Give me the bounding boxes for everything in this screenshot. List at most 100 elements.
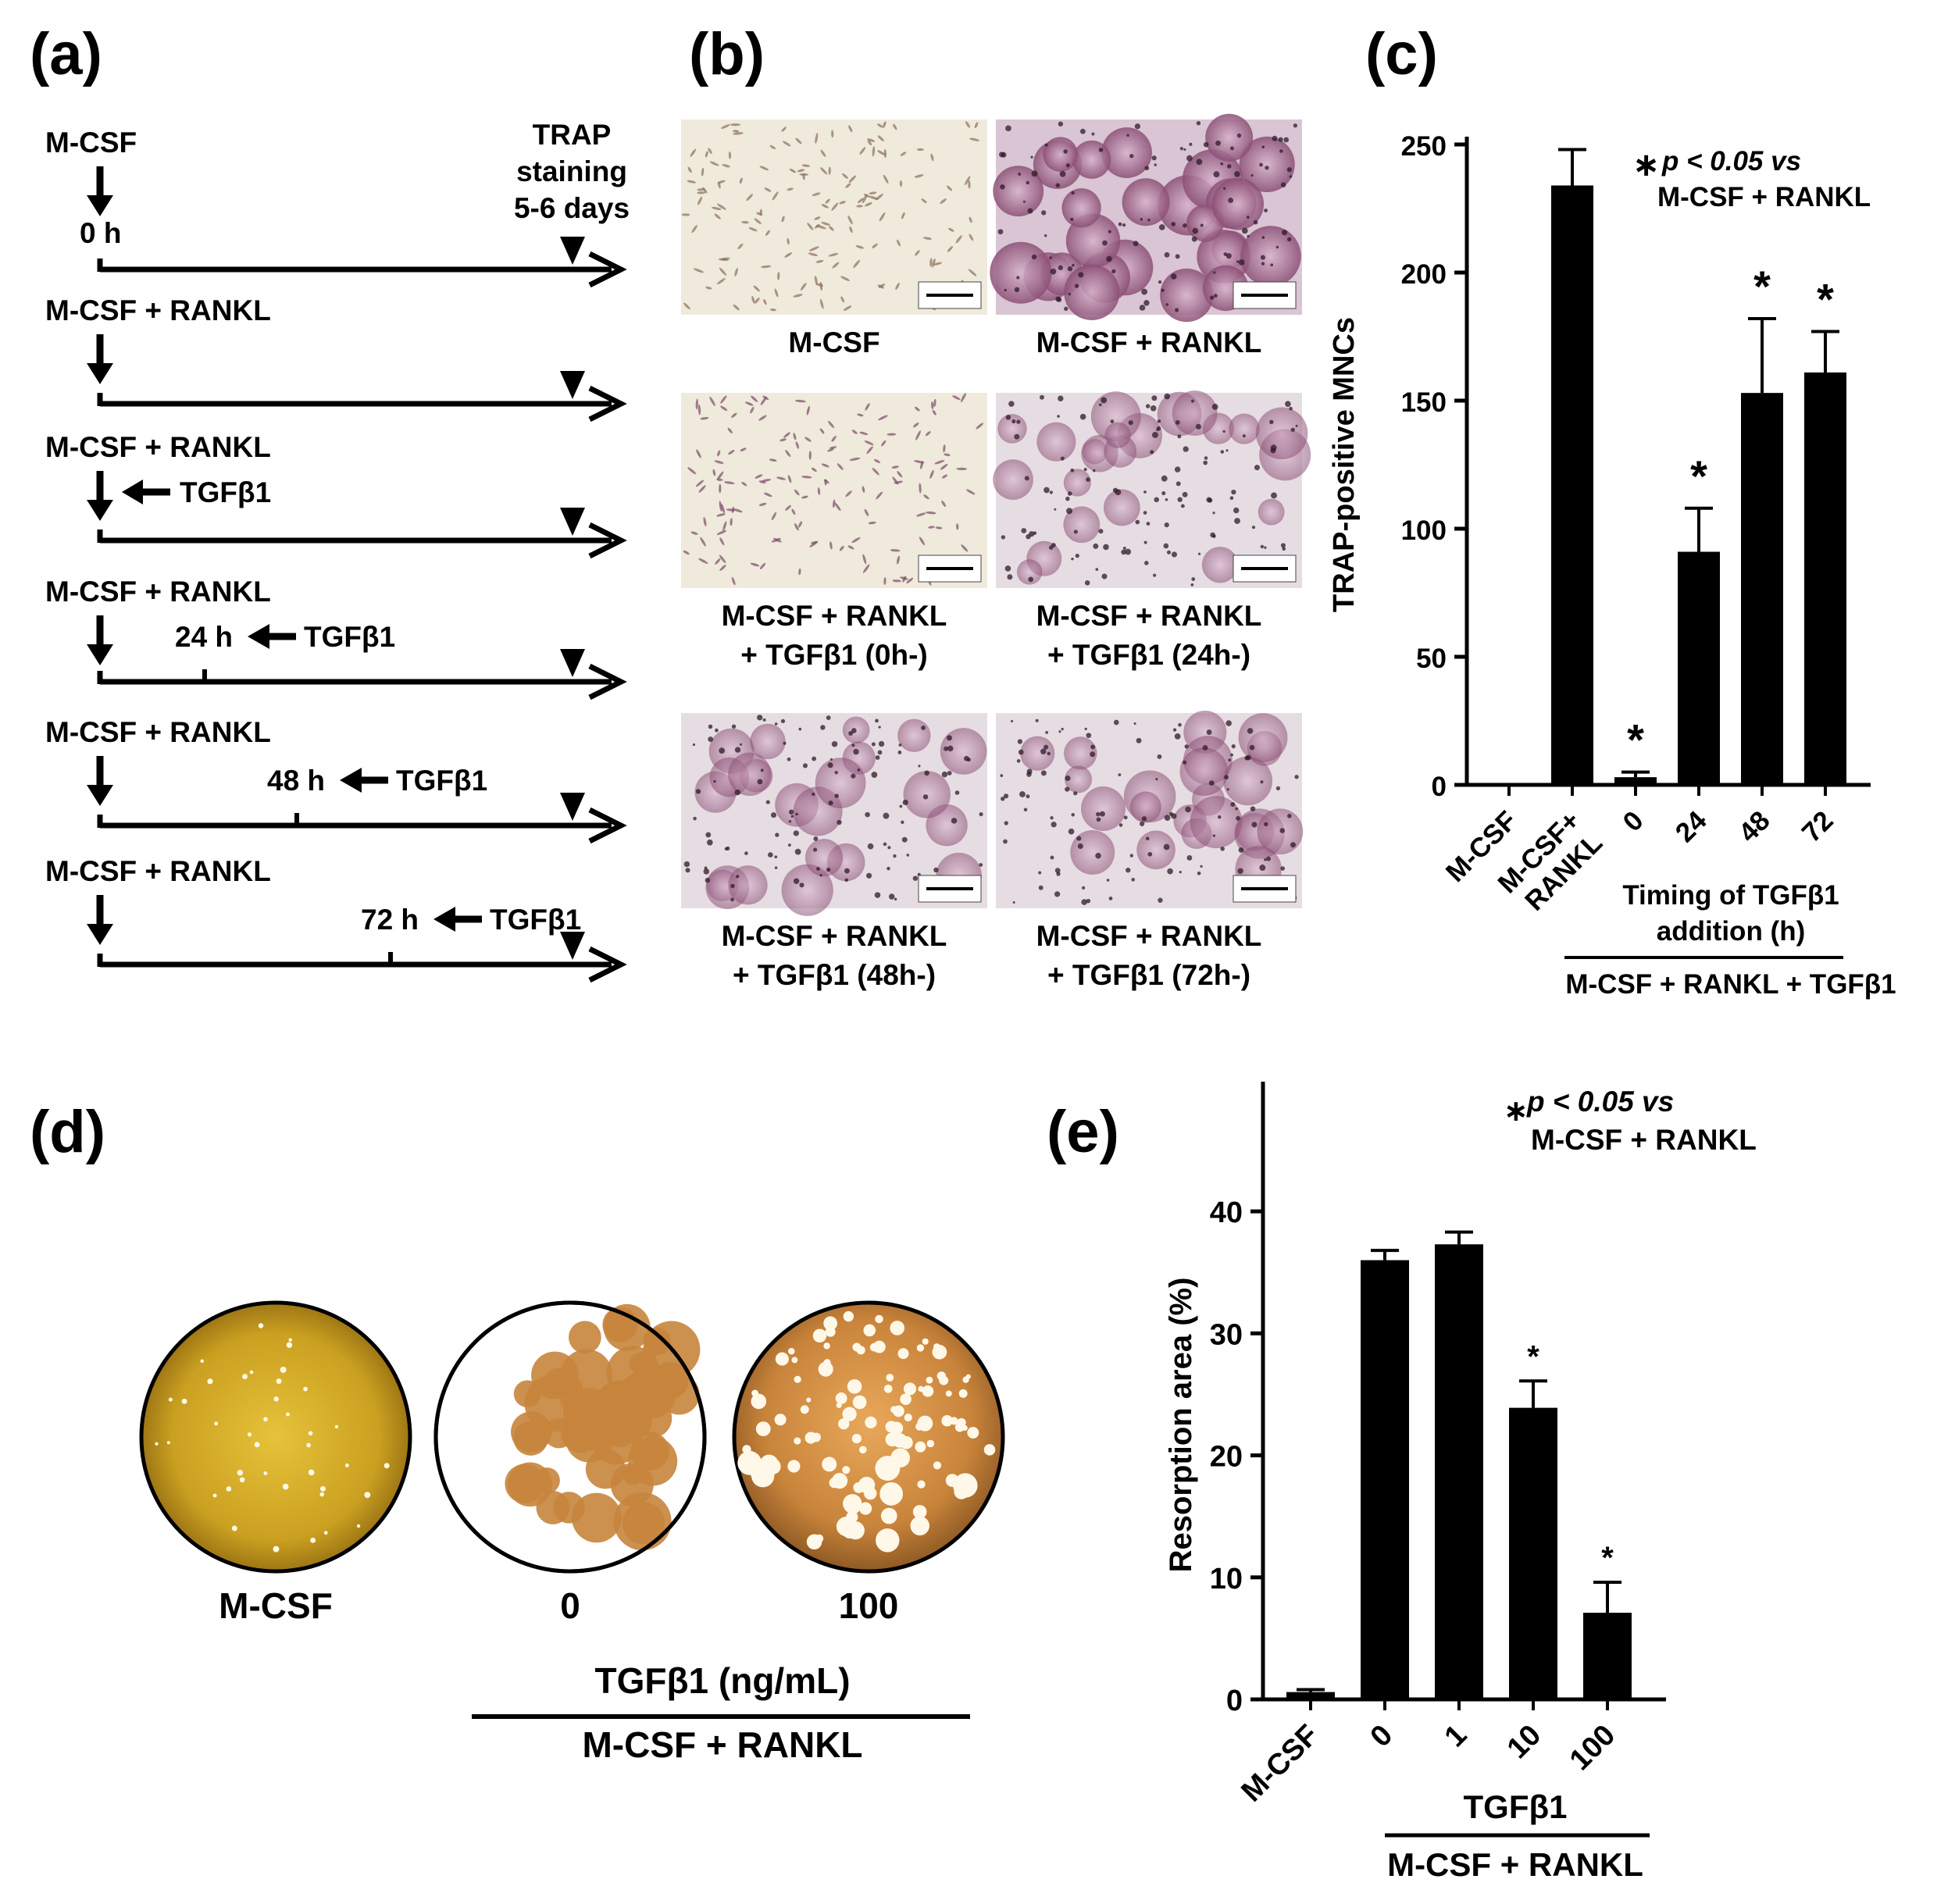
- cell: [876, 491, 883, 500]
- cell: [787, 237, 790, 245]
- resorption-pit: [865, 1416, 877, 1429]
- condition-label: M-CSF + RANKL: [45, 576, 271, 608]
- cell: [877, 150, 886, 156]
- cell-dot: [812, 792, 815, 797]
- cell: [966, 489, 976, 495]
- cell-dot: [1264, 858, 1267, 861]
- cell-dot: [1281, 230, 1288, 236]
- timeline-arrow-head: [588, 946, 627, 983]
- cell: [701, 167, 705, 176]
- cell-dot: [1108, 897, 1113, 900]
- cell: [919, 537, 926, 546]
- cell: [919, 483, 922, 494]
- resorption-pit: [900, 1435, 913, 1449]
- chart-c-group-label: Timing of TGFβ1: [1622, 880, 1839, 911]
- cell-dot: [1171, 222, 1176, 226]
- tgf-label: TGFβ1: [304, 621, 395, 653]
- resorption-pit: [933, 1461, 942, 1470]
- resorption-pit: [212, 1493, 217, 1498]
- resorption-pit: [903, 1382, 917, 1396]
- cell: [848, 175, 857, 183]
- tgf-time-label: 48 h: [267, 765, 325, 797]
- y-tick-label: 50: [1416, 644, 1447, 674]
- osteoclast: [1255, 407, 1308, 460]
- osteoclast: [1101, 127, 1152, 179]
- cell-dot: [1218, 815, 1222, 819]
- osteoclast: [1160, 268, 1214, 323]
- cell-dot: [793, 830, 799, 836]
- matrix-patch: [533, 1467, 560, 1494]
- cell: [869, 191, 877, 194]
- cell-dot: [1140, 821, 1145, 827]
- cell: [961, 544, 969, 552]
- cell-dot: [1038, 885, 1043, 890]
- cell: [864, 508, 869, 517]
- cell: [828, 252, 839, 257]
- cell: [859, 431, 869, 436]
- cell: [712, 206, 722, 210]
- panel-a-letter: (a): [30, 21, 102, 87]
- resorption-pit: [282, 1483, 289, 1490]
- cell-dot: [1090, 751, 1096, 758]
- cell-dot: [1021, 528, 1027, 533]
- well-label: M-CSF: [219, 1585, 333, 1626]
- resorption-pit: [249, 1370, 254, 1375]
- micrograph-caption: + TGFβ1 (0h-): [740, 639, 927, 671]
- cell-dot: [1113, 719, 1119, 726]
- cell: [708, 148, 712, 155]
- cell: [933, 262, 942, 266]
- cell: [719, 554, 726, 564]
- cell-dot: [1236, 815, 1240, 821]
- cell-dot: [1212, 512, 1215, 515]
- osteoclast: [728, 752, 772, 797]
- cell: [730, 123, 741, 127]
- cell-dot: [1003, 793, 1009, 799]
- cell-dot: [1012, 900, 1015, 904]
- cell-dot: [1203, 460, 1208, 465]
- resorption-pit: [774, 1414, 787, 1426]
- osteoclast: [1072, 140, 1111, 179]
- osteoclast: [990, 241, 1052, 304]
- cell-dot: [1146, 522, 1151, 526]
- significance-asterisk: *: [1527, 1339, 1539, 1374]
- bar: [1741, 393, 1783, 785]
- cell-dot: [820, 725, 826, 730]
- cell: [821, 204, 829, 209]
- cell-dot: [1186, 155, 1193, 162]
- cell: [798, 521, 803, 528]
- cell: [815, 133, 819, 144]
- cell-dot: [1200, 865, 1203, 868]
- cell-dot: [1279, 828, 1286, 833]
- cell-dot: [887, 846, 891, 850]
- cell: [719, 267, 727, 276]
- x-tick-label: 72: [1796, 805, 1839, 848]
- cell: [789, 168, 797, 173]
- cell-dot: [1147, 851, 1153, 857]
- resorption-pit: [900, 1393, 912, 1405]
- cell-dot: [1191, 577, 1196, 581]
- panel-c-letter: (c): [1365, 21, 1438, 87]
- cell-dot: [1106, 879, 1110, 882]
- cell-dot: [1143, 511, 1147, 515]
- osteoclast: [1065, 765, 1093, 793]
- cell: [864, 202, 872, 207]
- resorption-pit: [863, 1324, 876, 1337]
- cell-dot: [1024, 476, 1029, 481]
- cell: [866, 446, 873, 455]
- resorption-pit: [384, 1463, 390, 1469]
- cell: [961, 392, 966, 403]
- cell-dot: [798, 727, 802, 731]
- cell-dot: [1071, 191, 1075, 195]
- cell-dot: [1164, 522, 1169, 528]
- osteoclast: [1179, 747, 1229, 797]
- cell: [709, 161, 719, 166]
- resorption-pit: [835, 1392, 847, 1404]
- cell: [906, 577, 914, 584]
- cell-dot: [1045, 730, 1049, 734]
- cell: [897, 471, 903, 478]
- timeline-arrow-head: [588, 385, 627, 423]
- cell: [935, 526, 943, 529]
- cell-dot: [1167, 868, 1173, 875]
- cell-dot: [1077, 843, 1083, 849]
- cell: [717, 450, 721, 457]
